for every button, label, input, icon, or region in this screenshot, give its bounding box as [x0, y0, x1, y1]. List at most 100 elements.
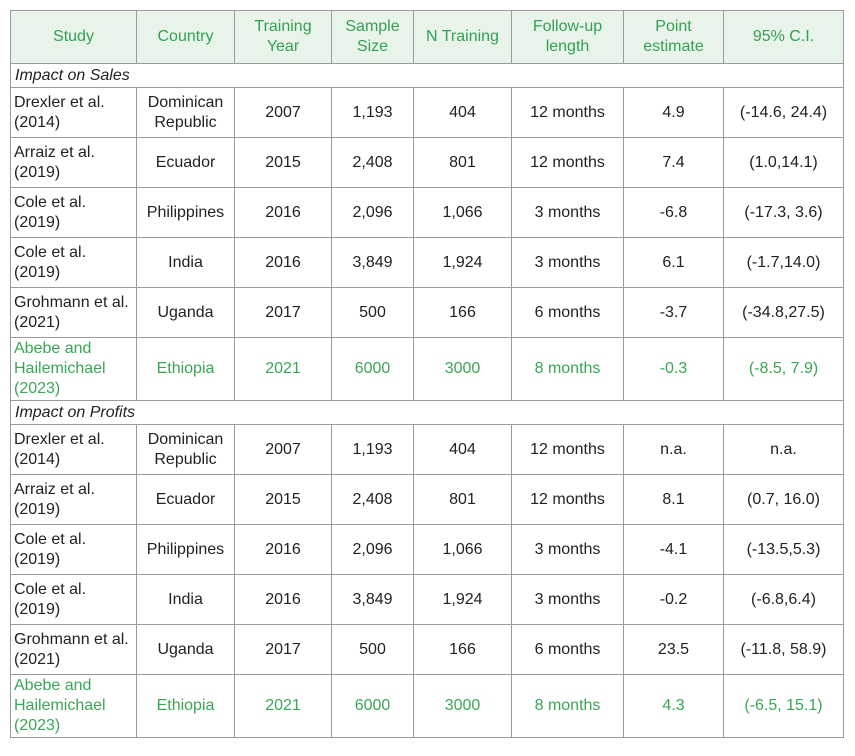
table-cell: -6.8 — [623, 187, 724, 238]
table-cell: 404 — [413, 424, 512, 475]
table-cell: 801 — [413, 474, 512, 525]
header-row: Study Country Training Year Sample Size N Tr… — [10, 10, 844, 64]
table-cell: India — [136, 237, 235, 288]
table-cell: 2016 — [234, 237, 332, 288]
table-cell: 8 months — [511, 674, 624, 738]
table-cell: -0.3 — [623, 337, 724, 401]
table-cell: 3,849 — [331, 237, 414, 288]
table-cell: 1,066 — [413, 524, 512, 575]
table-cell: 2007 — [234, 87, 332, 138]
table-cell: (-11.8, 58.9) — [723, 624, 844, 675]
column-header: N Training — [413, 10, 512, 64]
table-cell: 1,066 — [413, 187, 512, 238]
table-cell: 166 — [413, 624, 512, 675]
table-cell: 2007 — [234, 424, 332, 475]
study-cell: Cole et al. (2019) — [10, 574, 137, 625]
table-cell: 500 — [331, 287, 414, 338]
table-cell: 1,924 — [413, 574, 512, 625]
data-row: Drexler et al. (2014) Dominican Republic 2… — [10, 424, 844, 475]
table-body: Impact on Sales Drexler et al. (2014) Domi… — [10, 63, 844, 738]
table-cell: 3000 — [413, 674, 512, 738]
data-row: Cole et al. (2019) Philippines 2016 2,096 1,… — [10, 187, 844, 238]
study-cell: Grohmann et al. (2021) — [10, 287, 137, 338]
table-cell: (-14.6, 24.4) — [723, 87, 844, 138]
table-cell: 2015 — [234, 474, 332, 525]
study-cell: Cole et al. (2019) — [10, 187, 137, 238]
table-cell: Philippines — [136, 524, 235, 575]
column-header: Follow-up length — [511, 10, 624, 64]
table-cell: 23.5 — [623, 624, 724, 675]
table-cell: 2,096 — [331, 187, 414, 238]
table-cell: 3 months — [511, 524, 624, 575]
study-cell: Drexler et al. (2014) — [10, 87, 137, 138]
column-header: Study — [10, 10, 137, 64]
data-row: Arraiz et al. (2019) Ecuador 2015 2,408 801 1… — [10, 137, 844, 188]
table-cell: 2015 — [234, 137, 332, 188]
table-cell: Philippines — [136, 187, 235, 238]
study-cell: Cole et al. (2019) — [10, 524, 137, 575]
table-cell: 12 months — [511, 474, 624, 525]
table-cell: 6.1 — [623, 237, 724, 288]
study-cell: Drexler et al. (2014) — [10, 424, 137, 475]
table-cell: 2016 — [234, 524, 332, 575]
table-cell: 4.9 — [623, 87, 724, 138]
table-cell: -4.1 — [623, 524, 724, 575]
table-cell: 2,096 — [331, 524, 414, 575]
table-cell: 801 — [413, 137, 512, 188]
table-cell: (0.7, 16.0) — [723, 474, 844, 525]
table-cell: 1,193 — [331, 87, 414, 138]
table-cell: Ethiopia — [136, 337, 235, 401]
study-cell: Grohmann et al. (2021) — [10, 624, 137, 675]
table-cell: 4.3 — [623, 674, 724, 738]
table-cell: 3 months — [511, 574, 624, 625]
table-cell: (-8.5, 7.9) — [723, 337, 844, 401]
table-cell: 6 months — [511, 624, 624, 675]
table-cell: Dominican Republic — [136, 87, 235, 138]
table-cell: 12 months — [511, 424, 624, 475]
table-cell: (-34.8,27.5) — [723, 287, 844, 338]
table-cell: 6000 — [331, 674, 414, 738]
table-cell: 2,408 — [331, 137, 414, 188]
table-cell: n.a. — [623, 424, 724, 475]
study-cell: Abebe and Hailemichael (2023) — [10, 674, 137, 738]
column-header: 95% C.I. — [723, 10, 844, 64]
data-row: Arraiz et al. (2019) Ecuador 2015 2,408 801 1… — [10, 474, 844, 525]
table-cell: 8.1 — [623, 474, 724, 525]
table-cell: -3.7 — [623, 287, 724, 338]
table-cell: 12 months — [511, 87, 624, 138]
table-cell: 2016 — [234, 187, 332, 238]
data-row: Drexler et al. (2014) Dominican Republic 2… — [10, 87, 844, 138]
table-cell: (-17.3, 3.6) — [723, 187, 844, 238]
table-cell: (-1.7,14.0) — [723, 237, 844, 288]
section-row: Impact on Sales — [10, 63, 844, 88]
column-header: Sample Size — [331, 10, 414, 64]
table-cell: 3 months — [511, 237, 624, 288]
section-row: Impact on Profits — [10, 400, 844, 425]
table-cell: (1.0,14.1) — [723, 137, 844, 188]
table-cell: 12 months — [511, 137, 624, 188]
table-cell: 2021 — [234, 674, 332, 738]
table-cell: 3 months — [511, 187, 624, 238]
table-cell: 1,924 — [413, 237, 512, 288]
column-header: Point estimate — [623, 10, 724, 64]
data-row: Cole et al. (2019) India 2016 3,849 1,924 3 m… — [10, 237, 844, 288]
table-cell: 8 months — [511, 337, 624, 401]
table-cell: India — [136, 574, 235, 625]
table-cell: 2,408 — [331, 474, 414, 525]
table-cell: (-6.8,6.4) — [723, 574, 844, 625]
results-table: Study Country Training Year Sample Size N Tr… — [10, 10, 844, 738]
column-header: Country — [136, 10, 235, 64]
table-cell: 2016 — [234, 574, 332, 625]
data-row: Cole et al. (2019) Philippines 2016 2,096 1,… — [10, 524, 844, 575]
table-cell: Ecuador — [136, 137, 235, 188]
table-cell: 6000 — [331, 337, 414, 401]
study-cell: Cole et al. (2019) — [10, 237, 137, 288]
data-row: Abebe and Hailemichael (2023) Ethiopia 202… — [10, 337, 844, 401]
table-cell: 404 — [413, 87, 512, 138]
table-cell: 3,849 — [331, 574, 414, 625]
table-cell: Uganda — [136, 287, 235, 338]
table-cell: 6 months — [511, 287, 624, 338]
data-row: Cole et al. (2019) India 2016 3,849 1,924 3 m… — [10, 574, 844, 625]
data-row: Grohmann et al. (2021) Uganda 2017 500 166 6 … — [10, 287, 844, 338]
section-title: Impact on Profits — [10, 400, 844, 425]
